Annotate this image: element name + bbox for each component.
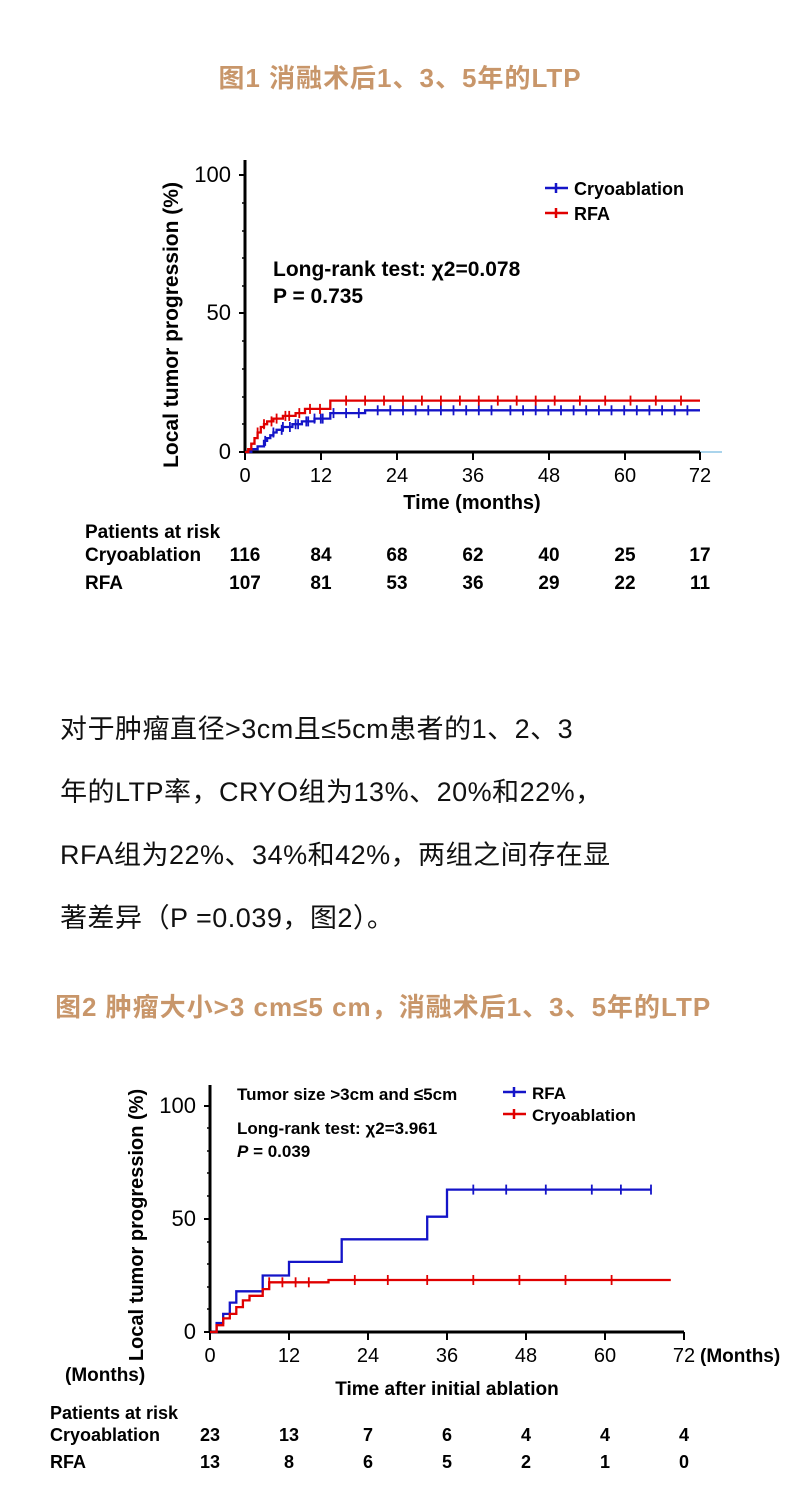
svg-text:36: 36 [436, 1345, 458, 1367]
svg-text:Local tumor progression (%): Local tumor progression (%) [160, 182, 183, 468]
svg-text:Time (months): Time (months) [403, 492, 540, 514]
svg-text:48: 48 [538, 465, 560, 487]
svg-text:P = 0.735: P = 0.735 [273, 285, 363, 308]
svg-text:50: 50 [172, 1206, 196, 1231]
svg-text:Cryoablation: Cryoablation [532, 1106, 636, 1125]
svg-text:0: 0 [204, 1345, 215, 1367]
svg-text:12: 12 [310, 465, 332, 487]
svg-text:24: 24 [386, 465, 408, 487]
svg-text:0: 0 [239, 465, 250, 487]
svg-text:100: 100 [194, 162, 231, 187]
svg-text:RFA: RFA [532, 1084, 566, 1103]
svg-text:0: 0 [219, 439, 231, 464]
svg-text:(Months): (Months) [700, 1346, 780, 1367]
svg-text:(Months): (Months) [65, 1365, 145, 1386]
svg-text:Long-rank test: χ2=0.078: Long-rank test: χ2=0.078 [273, 258, 521, 281]
svg-text:50: 50 [207, 300, 231, 325]
svg-text:Long-rank test: χ2=3.961: Long-rank test: χ2=3.961 [237, 1119, 437, 1138]
svg-text:12: 12 [278, 1345, 300, 1367]
svg-text:48: 48 [515, 1345, 537, 1367]
svg-text:Tumor size >3cm and ≤5cm: Tumor size >3cm and ≤5cm [237, 1085, 457, 1104]
svg-text:Time after initial ablation: Time after initial ablation [335, 1379, 558, 1400]
svg-text:100: 100 [159, 1093, 196, 1118]
svg-text:60: 60 [614, 465, 636, 487]
svg-text:72: 72 [673, 1345, 695, 1367]
svg-text:72: 72 [689, 465, 711, 487]
svg-text:RFA: RFA [574, 204, 610, 224]
svg-text:0: 0 [184, 1319, 196, 1344]
svg-text:60: 60 [594, 1345, 616, 1367]
svg-text:Local tumor progression (%): Local tumor progression (%) [126, 1089, 148, 1361]
svg-text:36: 36 [462, 465, 484, 487]
svg-text:Cryoablation: Cryoablation [574, 179, 684, 199]
svg-text:P = 0.039: P = 0.039 [237, 1142, 310, 1161]
svg-text:24: 24 [357, 1345, 379, 1367]
